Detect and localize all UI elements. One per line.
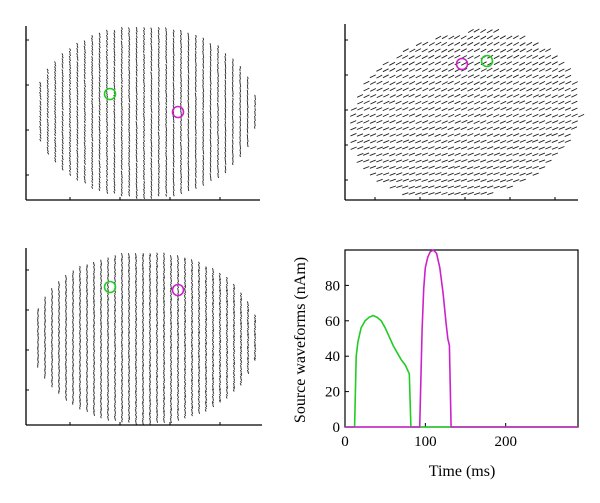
dipole-marks <box>37 252 257 426</box>
series-group <box>345 248 578 428</box>
dipole-panel-top-right <box>344 24 585 201</box>
y-tick-label: 20 <box>325 385 340 401</box>
x-axis-ticks <box>69 422 221 425</box>
green-source-marker <box>103 87 117 101</box>
series-line-2 <box>345 248 578 428</box>
green-source-marker <box>480 54 494 68</box>
series-line-1 <box>345 314 578 428</box>
dipole-marks <box>350 28 585 196</box>
y-tick-label: 80 <box>325 278 340 294</box>
plot-area-frame <box>344 249 579 428</box>
dipole-dots <box>37 252 257 426</box>
dipole-panel-top-left <box>25 26 260 201</box>
y-axis-ticks <box>26 39 29 176</box>
x-tick-label: 200 <box>494 434 517 450</box>
y-axis-label: Source waveforms (nAm) <box>292 257 309 423</box>
green-source-marker <box>103 280 117 294</box>
x-axis-label: Time (ms) <box>429 463 496 480</box>
dipole-dots <box>350 28 585 196</box>
axis-ticks: 0 100 200 0 20 40 60 80 <box>325 278 517 450</box>
y-tick-label: 0 <box>333 420 341 436</box>
y-tick-label: 60 <box>325 314 340 330</box>
dipole-marks <box>39 26 256 200</box>
x-tick-label: 100 <box>414 434 437 450</box>
y-tick-label: 40 <box>325 349 340 365</box>
waveform-chart: 0 100 200 0 20 40 60 80 Time (ms) Source wavefo… <box>292 248 579 480</box>
x-axis-ticks <box>69 197 221 200</box>
dipole-panel-bottom-left <box>25 248 262 426</box>
y-axis-ticks <box>345 39 348 181</box>
x-axis-ticks <box>374 197 556 200</box>
magenta-source-marker <box>171 105 185 119</box>
magenta-source-marker <box>171 283 185 297</box>
y-axis-ticks <box>26 269 29 391</box>
dipole-dots <box>39 26 256 200</box>
magenta-source-marker <box>455 57 469 71</box>
x-tick-label: 0 <box>341 434 349 450</box>
